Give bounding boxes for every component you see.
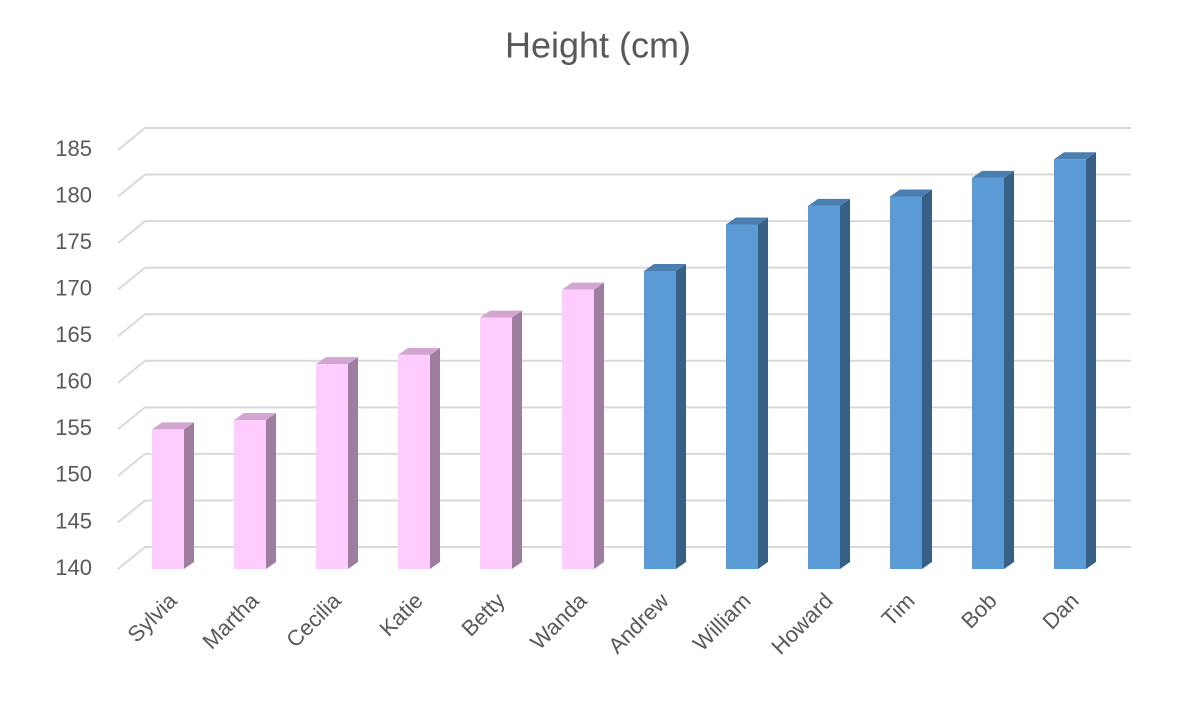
grid-line bbox=[117, 499, 146, 524]
bar-top bbox=[808, 198, 850, 206]
bar bbox=[808, 198, 850, 569]
bar-top bbox=[480, 310, 522, 318]
bar-front bbox=[480, 317, 512, 569]
bar-front bbox=[398, 354, 430, 569]
bar-top bbox=[234, 413, 276, 421]
grid-line bbox=[117, 127, 146, 151]
bar-side bbox=[348, 357, 358, 569]
chart-title: Height (cm) bbox=[505, 25, 691, 66]
bar-top bbox=[890, 189, 932, 197]
bar-top bbox=[726, 217, 768, 225]
bar-top bbox=[972, 170, 1014, 178]
grid-line bbox=[117, 453, 146, 477]
bar bbox=[562, 282, 604, 569]
grid-line bbox=[117, 360, 146, 384]
y-tick-label: 185 bbox=[55, 136, 92, 161]
bar-front bbox=[972, 177, 1004, 569]
bar-top bbox=[1054, 152, 1096, 160]
bar-front bbox=[562, 289, 594, 569]
y-tick-label: 160 bbox=[55, 369, 92, 394]
bar bbox=[726, 217, 768, 569]
bar-top bbox=[316, 357, 358, 365]
y-tick-label: 140 bbox=[55, 555, 92, 580]
y-tick-label: 155 bbox=[55, 415, 92, 440]
bar-front bbox=[808, 205, 840, 569]
bar-side bbox=[594, 282, 604, 569]
grid-line bbox=[117, 546, 146, 570]
bar-side bbox=[184, 422, 194, 569]
bar bbox=[398, 347, 440, 569]
bar-side bbox=[266, 413, 276, 569]
bar-side bbox=[1086, 152, 1096, 570]
y-tick-label: 175 bbox=[55, 229, 92, 254]
grid-line bbox=[117, 406, 146, 431]
bar bbox=[480, 310, 522, 569]
bar-side bbox=[840, 198, 850, 569]
bar-side bbox=[1004, 170, 1014, 569]
y-tick-label: 150 bbox=[55, 462, 92, 487]
y-tick-label: 180 bbox=[55, 182, 92, 207]
y-tick-label: 170 bbox=[55, 275, 92, 300]
bar-side bbox=[512, 310, 522, 569]
bar-top bbox=[152, 422, 194, 430]
bar-front bbox=[152, 429, 184, 569]
bar bbox=[1054, 152, 1096, 570]
bar-front bbox=[890, 196, 922, 570]
bar-top bbox=[644, 264, 686, 272]
bar-front bbox=[1054, 159, 1086, 570]
bar-front bbox=[234, 420, 266, 569]
bar-top bbox=[562, 282, 604, 290]
bar-front bbox=[726, 224, 758, 569]
bar bbox=[890, 189, 932, 570]
grid-line bbox=[117, 266, 146, 291]
bar-front bbox=[644, 271, 676, 569]
bar bbox=[152, 422, 194, 569]
bar-side bbox=[922, 189, 932, 570]
bar bbox=[972, 170, 1014, 569]
bar-top bbox=[398, 347, 440, 355]
bar bbox=[316, 357, 358, 569]
y-tick-label: 165 bbox=[55, 322, 92, 347]
bar-side bbox=[676, 264, 686, 569]
bar bbox=[644, 264, 686, 569]
y-tick-label: 145 bbox=[55, 508, 92, 533]
grid-line bbox=[117, 173, 146, 198]
bar bbox=[234, 413, 276, 569]
bar-side bbox=[758, 217, 768, 569]
grid-line bbox=[117, 220, 146, 244]
bar-front bbox=[316, 364, 348, 569]
grid-line bbox=[117, 313, 146, 337]
bar-side bbox=[430, 347, 440, 569]
